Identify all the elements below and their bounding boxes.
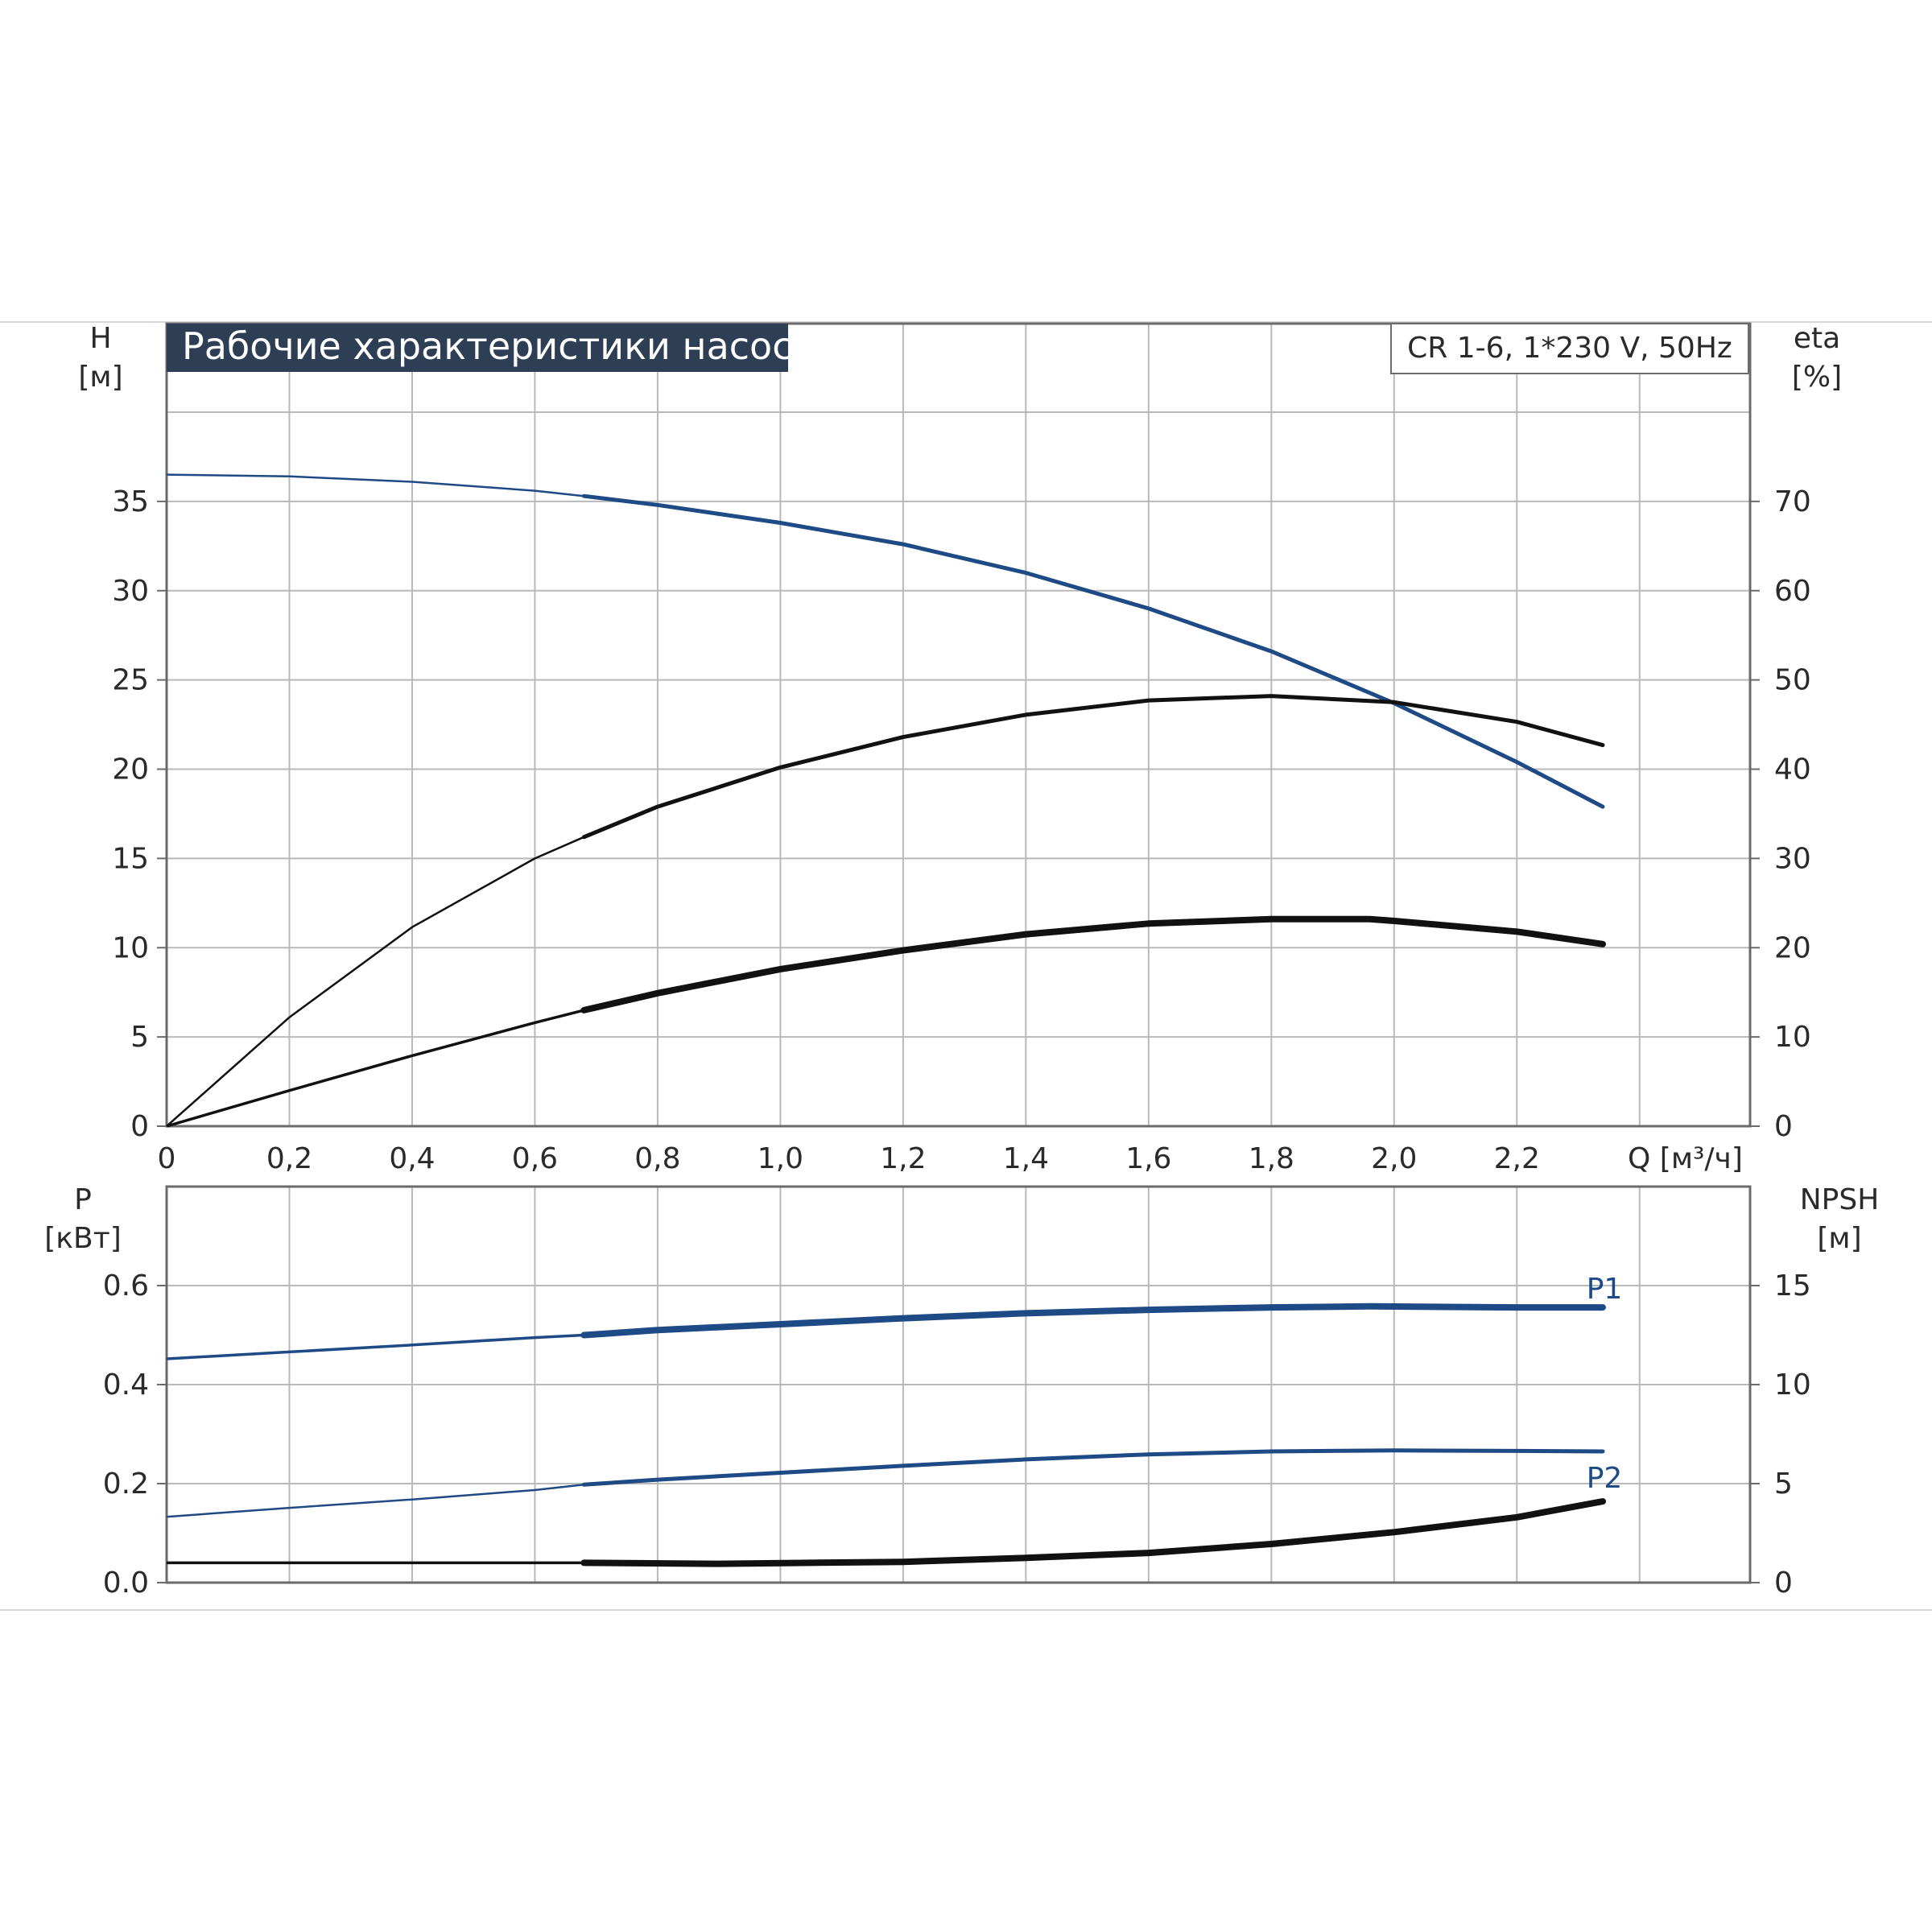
- power-npsh-chart: P [кВт] NPSH [м] 0.0 0.2 0.4 0.6 0 5 10 15 P1 P…: [44, 1183, 1879, 1600]
- power-axis-unit: [кВт]: [44, 1222, 122, 1255]
- x-tick-label: 0: [158, 1142, 176, 1175]
- x-tick-label: 1,8: [1249, 1142, 1294, 1175]
- npsh-axis-title: NPSH: [1800, 1183, 1880, 1216]
- title-box: [167, 324, 788, 372]
- series-line-0: [166, 473, 1604, 808]
- series-operating-range-1: [581, 1448, 1605, 1487]
- x-tick-label: 1,6: [1125, 1142, 1171, 1175]
- x-axis-label: Q [м³/ч]: [1628, 1142, 1743, 1175]
- right-tick-label: 10: [1774, 1368, 1811, 1402]
- top-plot-frame: [165, 322, 1752, 1128]
- npsh-axis-unit: [м]: [1817, 1222, 1861, 1255]
- left-tick-label: 5: [130, 1021, 149, 1054]
- right-tick-label: 70: [1774, 485, 1811, 518]
- series-operating-range-0: [580, 1302, 1606, 1339]
- left-axis-title: H: [89, 322, 111, 355]
- series-operating-range-2: [580, 915, 1606, 1013]
- x-tick-label: 1,2: [880, 1142, 926, 1175]
- model-label: CR 1-6, 1*230 V, 50Hz: [1407, 332, 1732, 365]
- top-series: [166, 473, 1606, 1128]
- series-operating-range-0: [581, 493, 1605, 809]
- right-tick-label: 60: [1774, 575, 1811, 608]
- x-tick-label: 0,4: [389, 1142, 435, 1175]
- series-label-p1: P1: [1587, 1273, 1623, 1306]
- bottom-ticks: 0.0 0.2 0.4 0.6 0 5 10 15: [103, 1269, 1811, 1600]
- right-axis-unit: [%]: [1792, 361, 1842, 394]
- left-tick-label: 15: [112, 842, 149, 875]
- right-tick-label: 15: [1774, 1269, 1811, 1302]
- x-tick-label: 1,0: [758, 1142, 803, 1175]
- right-axis-title: eta: [1794, 322, 1840, 355]
- x-tick-label: 0,6: [512, 1142, 558, 1175]
- left-tick-label: 0.0: [103, 1567, 149, 1600]
- left-tick-label: 0.6: [103, 1269, 149, 1302]
- x-tick-label: 2,2: [1494, 1142, 1540, 1175]
- left-tick-label: 0: [130, 1110, 149, 1143]
- bottom-grid: [167, 1187, 1750, 1583]
- series-label-p2: P2: [1587, 1462, 1623, 1495]
- left-tick-label: 30: [112, 575, 149, 608]
- right-tick-label: 0: [1774, 1110, 1793, 1143]
- head-efficiency-chart: Рабочие характеристики насоса CR 1-6, 1*…: [78, 322, 1842, 1175]
- top-grid: [167, 324, 1750, 1126]
- right-tick-label: 30: [1774, 842, 1811, 875]
- left-axis-unit: [м]: [78, 361, 122, 394]
- right-tick-label: 0: [1774, 1567, 1793, 1600]
- left-tick-label: 35: [112, 485, 149, 518]
- x-tick-label: 0,8: [634, 1142, 680, 1175]
- x-tick-label: 0,2: [266, 1142, 312, 1175]
- x-tick-label: 2,0: [1371, 1142, 1417, 1175]
- series-line-0: [166, 1305, 1603, 1360]
- chart-title: Рабочие характеристики насоса: [182, 324, 815, 368]
- right-tick-label: 10: [1774, 1021, 1811, 1054]
- left-tick-label: 25: [112, 664, 149, 697]
- series-line-1: [166, 695, 1604, 1127]
- bottom-series: [166, 1302, 1606, 1567]
- left-tick-label: 20: [112, 753, 149, 786]
- right-tick-label: 50: [1774, 664, 1811, 697]
- right-tick-label: 40: [1774, 753, 1811, 786]
- series-operating-range-1: [581, 694, 1605, 840]
- model-label-box: [1390, 323, 1749, 374]
- power-axis-title: P: [74, 1183, 92, 1216]
- left-tick-label: 10: [112, 931, 149, 964]
- right-tick-label: 5: [1774, 1468, 1793, 1501]
- left-tick-label: 0.2: [103, 1468, 149, 1501]
- series-operating-range-2: [580, 1498, 1606, 1567]
- left-tick-label: 0.4: [103, 1368, 149, 1402]
- top-ticks: 0 5 10 15 20 25 30 35 0 10 20 30 40 50 60 70 0 0,2 0,4 0,6 0…: [112, 485, 1811, 1175]
- x-tick-label: 1,4: [1003, 1142, 1049, 1175]
- right-tick-label: 20: [1774, 931, 1811, 964]
